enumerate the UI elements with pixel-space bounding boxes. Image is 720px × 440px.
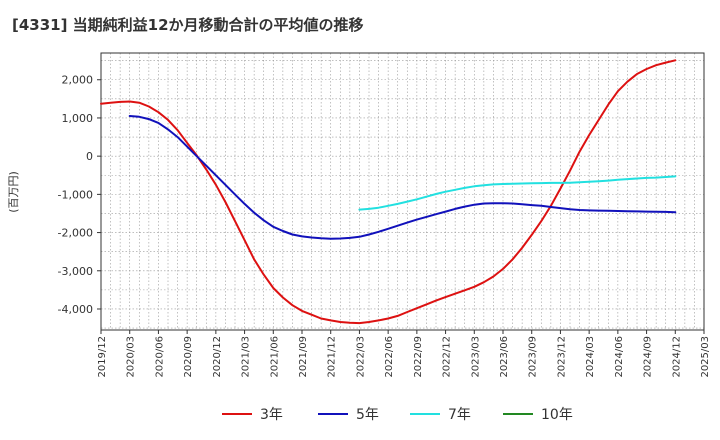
x-tick-label: 2023/06 xyxy=(499,336,510,378)
legend-label: 7年 xyxy=(448,407,471,423)
y-tick-label: -2,000 xyxy=(58,227,93,240)
plot-area xyxy=(100,52,705,331)
legend: 3年 5年 7年 10年 xyxy=(222,407,573,423)
y-tick-label: 1,000 xyxy=(62,112,94,125)
x-tick-label: 2020/06 xyxy=(154,336,165,378)
x-tick-label: 2022/06 xyxy=(384,336,395,378)
legend-label: 10年 xyxy=(541,407,573,423)
x-tick-label: 2019/12 xyxy=(97,336,108,378)
x-tick-label: 2020/09 xyxy=(183,336,194,378)
x-tick-label: 2024/03 xyxy=(585,336,596,378)
x-tick-label: 2022/03 xyxy=(355,336,366,378)
x-tick-label: 2023/12 xyxy=(556,336,567,378)
chart-title: [4331] 当期純利益12か月移動合計の平均値の推移 xyxy=(12,16,364,34)
legend-label: 5年 xyxy=(356,407,379,423)
x-tick-label: 2023/09 xyxy=(528,336,539,378)
x-axis-ticks: 2019/12 2020/03 2020/06 2020/09 2020/12 2021/… xyxy=(97,330,711,378)
series-lines xyxy=(100,59,677,325)
x-tick-label: 2021/03 xyxy=(241,336,252,378)
x-tick-label: 2022/09 xyxy=(413,336,424,378)
x-tick-label: 2020/12 xyxy=(212,336,223,378)
y-tick-label: -4,000 xyxy=(58,303,93,316)
x-tick-label: 2023/03 xyxy=(470,336,481,378)
x-tick-label: 2022/12 xyxy=(442,336,453,378)
y-axis-ticks: 2,000 1,000 0 -1,000 -2,000 -3,000 -4,000 xyxy=(58,74,101,316)
y-tick-label: -3,000 xyxy=(58,265,93,278)
series-line-5年 xyxy=(128,115,677,240)
x-tick-label: 2021/06 xyxy=(269,336,280,378)
y-tick-label: 0 xyxy=(86,150,93,163)
grid xyxy=(101,53,704,330)
x-tick-label: 2024/06 xyxy=(614,336,625,378)
y-tick-label: -1,000 xyxy=(58,188,93,201)
series-line-7年 xyxy=(358,175,677,211)
x-tick-label: 2024/09 xyxy=(643,336,654,378)
x-tick-label: 2021/12 xyxy=(327,336,338,378)
y-tick-label: 2,000 xyxy=(62,74,94,87)
y-axis-label: (百万円) xyxy=(7,171,20,213)
x-tick-label: 2025/03 xyxy=(700,336,711,378)
x-tick-label: 2024/12 xyxy=(671,336,682,378)
x-tick-label: 2020/03 xyxy=(126,336,137,378)
x-tick-label: 2021/09 xyxy=(298,336,309,378)
legend-label: 3年 xyxy=(260,407,283,423)
